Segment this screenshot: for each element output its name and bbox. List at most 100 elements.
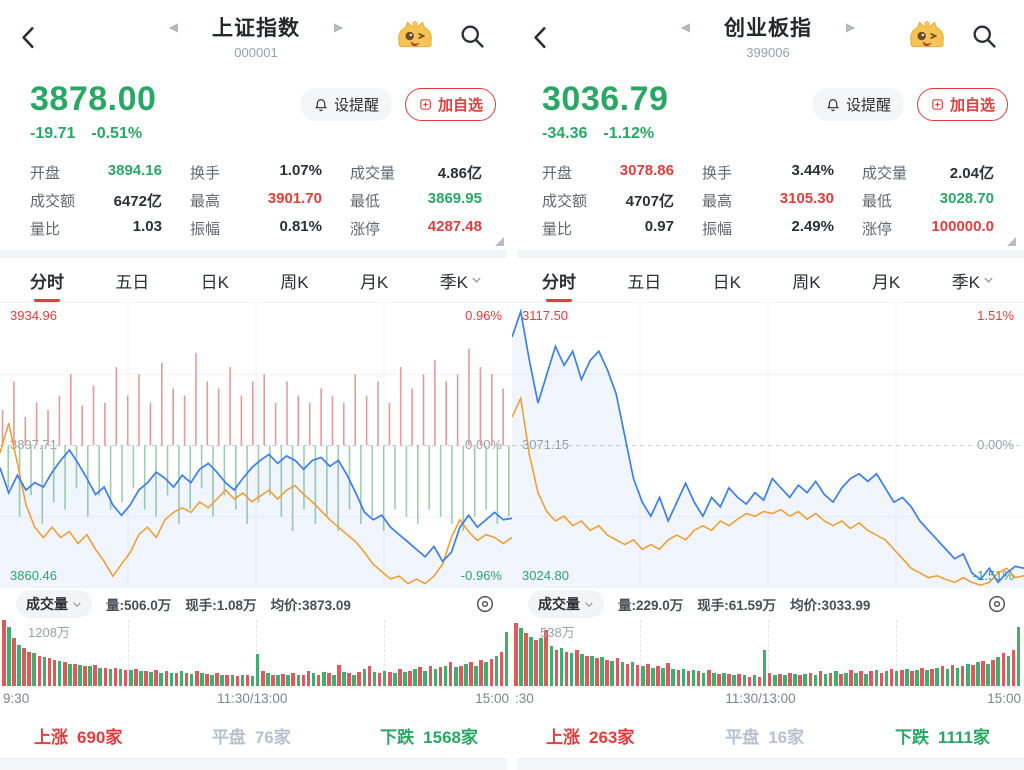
price-section: 3878.00 -19.71 -0.51% 设提醒 加自选 <box>0 74 512 160</box>
stat-amplitude: 振幅 2.49% <box>702 218 834 238</box>
page-title: 创业板指 <box>724 17 812 40</box>
unchanged: 平盘 16家 <box>725 727 805 747</box>
indicator-volume: 量:506.0万 <box>106 598 172 613</box>
advancers: 上涨 263家 <box>546 727 635 747</box>
stat-turnover-rate: 换手 3.44% <box>702 162 834 182</box>
tab-minute[interactable]: 分时 <box>30 268 64 293</box>
panel-chinext-index: ◀ 创业板指 ▶ 399006 3036.79 -34.36 -1.12% <box>512 0 1024 770</box>
set-alert-button[interactable]: 设提醒 <box>299 88 392 121</box>
intraday-chart[interactable]: 3934.96 0.96% 3897.71 0.00% 3860.46 -0.9… <box>0 302 512 588</box>
tab-minute[interactable]: 分时 <box>542 268 576 293</box>
chevron-down-icon <box>585 601 593 607</box>
intraday-chart[interactable]: 3117.50 1.51% 3071.15 0.00% 3024.80 -1.5… <box>512 302 1024 588</box>
current-price: 3878.00 <box>30 80 157 118</box>
tab-quarterly-k[interactable]: 季K <box>440 268 482 293</box>
volume-bars-0 <box>0 620 512 686</box>
stat-vol-ratio: 量比 0.97 <box>542 218 674 238</box>
grid-line <box>768 620 769 686</box>
tab-daily-k[interactable]: 日K <box>712 272 741 292</box>
tab-5day[interactable]: 五日 <box>115 272 150 292</box>
chart-mid-price: 3071.15 <box>522 437 569 452</box>
volume-max-label: 1208万 <box>28 625 70 640</box>
tab-5day[interactable]: 五日 <box>627 272 662 292</box>
set-alert-label: 设提醒 <box>333 97 379 114</box>
time-open: 9:30 <box>3 690 30 706</box>
search-icon[interactable] <box>458 22 486 50</box>
stat-high: 最高 3901.70 <box>190 190 322 210</box>
set-alert-label: 设提醒 <box>845 97 891 114</box>
bell-icon <box>315 98 327 111</box>
page-title: 上证指数 <box>212 17 300 40</box>
panel-header: ◀ 创业板指 ▶ 399006 <box>512 0 1024 74</box>
intraday-svg-1 <box>512 303 1024 588</box>
stat-limit-up: 涨停 4287.48 <box>350 218 482 238</box>
mascot-icon[interactable] <box>908 18 946 52</box>
volume-chart[interactable]: 1208万 9:30 11:30/13:00 15:00 <box>0 620 512 712</box>
stats-grid: 开盘 3894.16 换手 1.07% 成交量 4.86亿 成交额 6472亿 最高 39… <box>0 160 512 250</box>
stock-code: 000001 <box>234 45 278 60</box>
tab-weekly-k[interactable]: 周K <box>792 272 821 292</box>
next-stock-icon[interactable]: ▶ <box>846 20 856 34</box>
market-breadth: 上涨 690家 平盘 76家 下跌 1568家 <box>0 712 512 758</box>
expand-stats-icon[interactable] <box>1007 237 1016 246</box>
time-close: 15:00 <box>987 690 1021 706</box>
panel-sh-index: ◀ 上证指数 ▶ 000001 3878.00 -19.71 -0.51% <box>0 0 512 770</box>
market-breadth: 上涨 263家 平盘 16家 下跌 1111家 <box>512 712 1024 758</box>
section-divider <box>0 250 507 258</box>
time-midday: 11:30/13:00 <box>217 690 288 706</box>
prev-stock-icon[interactable]: ◀ <box>168 20 178 34</box>
chart-max-pct: 0.96% <box>465 308 502 323</box>
chart-tabs: 分时 五日 日K 周K 月K 季K <box>512 258 1024 302</box>
time-midday: 11:30/13:00 <box>725 690 796 706</box>
search-icon[interactable] <box>970 22 998 50</box>
price-change-pct: -0.51% <box>91 125 143 142</box>
add-watchlist-button[interactable]: 加自选 <box>404 88 496 121</box>
chart-mid-price: 3897.71 <box>10 436 57 452</box>
set-alert-button[interactable]: 设提醒 <box>811 88 904 121</box>
price-change-pct: -1.12% <box>603 125 655 142</box>
indicator-row: 成交量 量:229.0万 现手:61.59万 均价:3033.99 <box>512 588 1024 620</box>
prev-stock-icon[interactable]: ◀ <box>680 20 690 34</box>
chevron-down-icon <box>73 601 81 607</box>
price-change: -34.36 <box>542 125 588 142</box>
stat-high: 最高 3105.30 <box>702 190 834 210</box>
next-stock-icon[interactable]: ▶ <box>334 20 344 34</box>
grid-line <box>640 620 641 686</box>
tab-quarterly-k[interactable]: 季K <box>952 268 994 293</box>
add-watchlist-label: 加自选 <box>437 97 483 114</box>
settings-icon[interactable] <box>986 593 1008 615</box>
stat-volume: 成交量 2.04亿 <box>862 165 994 182</box>
stat-low: 最低 3869.95 <box>350 190 482 210</box>
stat-amplitude: 振幅 0.81% <box>190 218 322 238</box>
volume-chart[interactable]: 538万 :30 11:30/13:00 15:00 <box>512 620 1024 712</box>
stat-vol-ratio: 量比 1.03 <box>30 218 162 238</box>
stats-grid: 开盘 3078.86 换手 3.44% 成交量 2.04亿 成交额 4707亿 最高 31… <box>512 160 1024 250</box>
indicator-selector[interactable]: 成交量 <box>16 590 92 618</box>
expand-stats-icon[interactable] <box>495 237 504 246</box>
indicator-selector[interactable]: 成交量 <box>528 590 604 618</box>
back-icon[interactable] <box>16 24 42 50</box>
indicator-lot: 现手:61.59万 <box>697 598 777 613</box>
grid-line <box>384 620 385 686</box>
stat-volume: 成交量 4.86亿 <box>350 165 482 182</box>
advancers: 上涨 690家 <box>34 727 123 747</box>
grid-line <box>128 620 129 686</box>
chart-max-price: 3117.50 <box>522 308 569 323</box>
unchanged: 平盘 76家 <box>211 727 291 747</box>
indicator-lot: 现手:1.08万 <box>185 598 257 613</box>
tab-monthly-k[interactable]: 月K <box>359 272 389 292</box>
tab-weekly-k[interactable]: 周K <box>280 272 309 292</box>
stat-open: 开盘 3894.16 <box>30 162 162 182</box>
chevron-down-icon <box>984 277 993 283</box>
tab-daily-k[interactable]: 日K <box>200 272 229 292</box>
indicator-volume: 量:229.0万 <box>618 598 684 613</box>
section-divider <box>517 250 1024 258</box>
settings-icon[interactable] <box>474 593 496 615</box>
decliners: 下跌 1568家 <box>380 727 478 747</box>
mascot-icon[interactable] <box>396 18 434 52</box>
add-watchlist-button[interactable]: 加自选 <box>916 88 1008 121</box>
back-icon[interactable] <box>528 24 554 50</box>
stat-limit-up: 涨停 100000.0 <box>862 218 994 238</box>
tab-monthly-k[interactable]: 月K <box>871 272 901 292</box>
